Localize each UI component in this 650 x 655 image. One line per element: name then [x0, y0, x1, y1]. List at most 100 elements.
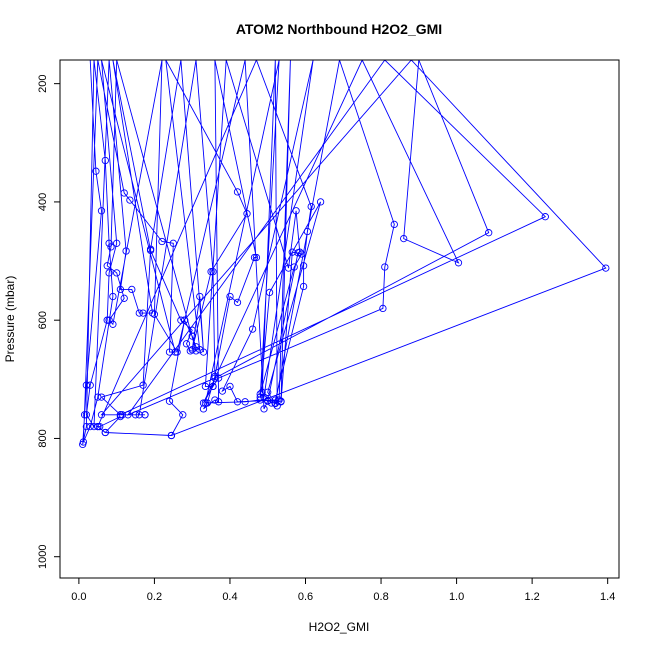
y-axis: 200 400 600 800 1000	[37, 74, 60, 569]
data-point	[248, 325, 257, 333]
data-point	[116, 285, 125, 294]
data-point	[139, 381, 147, 389]
data-point	[243, 210, 251, 218]
plot-layer	[79, 60, 610, 449]
y-tick-label: 200	[37, 74, 49, 92]
data-point	[288, 248, 296, 256]
y-tick-label: 600	[37, 311, 49, 329]
data-point	[146, 245, 155, 253]
data-point	[141, 411, 149, 419]
data-point	[97, 411, 106, 419]
y-tick-label: 1000	[37, 544, 49, 568]
data-point	[105, 316, 113, 324]
data-point	[135, 411, 143, 419]
data-point	[101, 428, 109, 437]
data-point	[179, 411, 187, 419]
data-point	[158, 237, 166, 246]
data-point	[201, 399, 210, 407]
data-point	[103, 316, 111, 324]
data-point	[105, 269, 113, 277]
data-point	[284, 264, 293, 272]
data-point	[120, 189, 128, 197]
data-point	[173, 348, 181, 356]
data-point	[252, 253, 261, 262]
data-point	[196, 292, 204, 301]
data-point	[214, 374, 223, 382]
data-point	[131, 411, 140, 419]
data-point	[167, 431, 176, 440]
data-point	[290, 263, 298, 271]
data-point	[186, 347, 194, 355]
y-axis-label: Pressure (mbar)	[3, 276, 17, 363]
data-point	[118, 411, 126, 419]
data-point	[454, 259, 463, 267]
data-point	[113, 269, 121, 277]
data-point	[381, 263, 389, 271]
chart-title: ATOM2 Northbound H2O2_GMI	[236, 21, 442, 37]
data-point	[97, 393, 106, 401]
y-tick-label: 400	[37, 193, 49, 211]
data-point	[107, 243, 115, 251]
data-point	[150, 310, 159, 318]
data-point	[82, 422, 91, 431]
data-point	[292, 207, 300, 215]
x-tick-label: 1.4	[600, 591, 615, 603]
data-point	[211, 396, 219, 404]
x-tick-label: 0.2	[147, 591, 162, 603]
data-point	[298, 250, 306, 258]
data-point	[233, 188, 242, 196]
data-point	[101, 156, 109, 165]
data-point	[116, 412, 125, 421]
data-point	[199, 399, 208, 407]
x-tick-label: 0.6	[298, 591, 313, 603]
data-point	[258, 388, 266, 396]
data-point	[211, 374, 219, 382]
data-point	[116, 411, 125, 419]
data-point	[97, 207, 106, 215]
data-point	[188, 326, 196, 334]
data-point	[80, 411, 89, 419]
data-point	[182, 340, 191, 348]
data-point	[299, 262, 308, 270]
x-tick-label: 0.8	[373, 591, 388, 603]
data-point	[265, 288, 274, 297]
data-point	[250, 253, 259, 262]
data-point	[192, 347, 200, 355]
data-point	[264, 396, 272, 405]
data-point	[390, 220, 398, 229]
data-point	[201, 382, 210, 391]
data-point	[94, 393, 102, 401]
data-point	[113, 239, 121, 247]
data-point	[169, 239, 177, 247]
data-point	[128, 285, 136, 294]
data-point	[218, 387, 227, 395]
data-point	[226, 292, 234, 301]
data-point	[165, 348, 174, 356]
data-point	[94, 422, 102, 431]
x-axis-label: H2O2_GMI	[309, 620, 370, 634]
data-point	[180, 316, 189, 324]
data-point	[307, 202, 315, 211]
data-point	[294, 249, 302, 257]
data-point	[602, 264, 610, 272]
y-tick-label: 800	[37, 429, 49, 447]
data-point	[177, 316, 185, 324]
data-point	[135, 309, 143, 317]
series-line	[82, 60, 607, 445]
data-point	[233, 398, 242, 406]
data-point	[260, 405, 268, 413]
data-point	[86, 422, 94, 431]
data-point	[90, 422, 98, 431]
data-point	[120, 294, 128, 302]
data-point	[209, 268, 217, 276]
data-point	[82, 411, 91, 419]
data-point	[209, 382, 217, 391]
data-point	[122, 247, 130, 255]
data-point	[139, 309, 147, 317]
data-point	[299, 282, 308, 291]
data-point	[126, 196, 134, 204]
data-point	[379, 304, 387, 313]
data-point	[233, 298, 242, 307]
data-point	[82, 381, 91, 389]
